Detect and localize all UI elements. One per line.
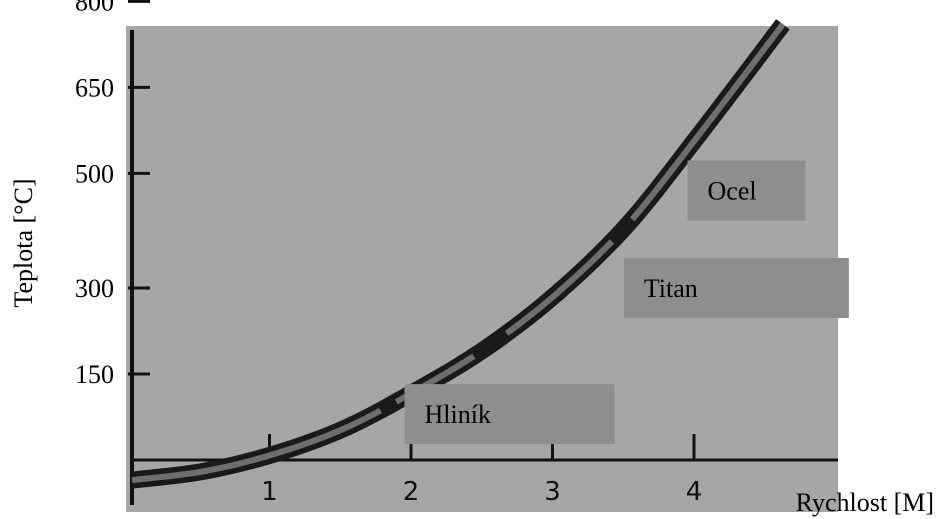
plot-area: 800 650 500 300 150 1 2 3 4 Hliník Titan Ocel (75, 0, 849, 507)
x-tick-label-0: 1 (261, 477, 278, 507)
y-tick-label-0: 800 (75, 0, 114, 16)
annotation-box-0 (404, 384, 615, 445)
x-axis-label: Rychlost [M] (796, 488, 934, 517)
annotation-layer: Hliník Titan Ocel (404, 160, 849, 445)
y-axis-label: Teplota [°C] (9, 178, 38, 307)
y-tick-label-1: 650 (75, 73, 114, 102)
x-tick-label-1: 2 (403, 477, 420, 507)
y-tick-label-2: 500 (75, 159, 114, 188)
annotation-box-2 (687, 160, 806, 221)
annotation-label-2: Ocel (708, 177, 757, 206)
x-tick-label-2: 3 (544, 477, 561, 507)
series-line-inner-0 (131, 22, 786, 484)
y-ticks: 800 650 500 300 150 (75, 0, 150, 389)
x-tick-label-3: 4 (686, 477, 703, 507)
y-tick-label-4: 150 (75, 360, 114, 389)
annotation-label-0: Hliník (425, 400, 491, 429)
series-layer (130, 19, 790, 489)
y-tick-label-3: 300 (75, 274, 114, 303)
annotation-box-1 (623, 258, 849, 319)
annotation-label-1: Titan (644, 274, 698, 303)
